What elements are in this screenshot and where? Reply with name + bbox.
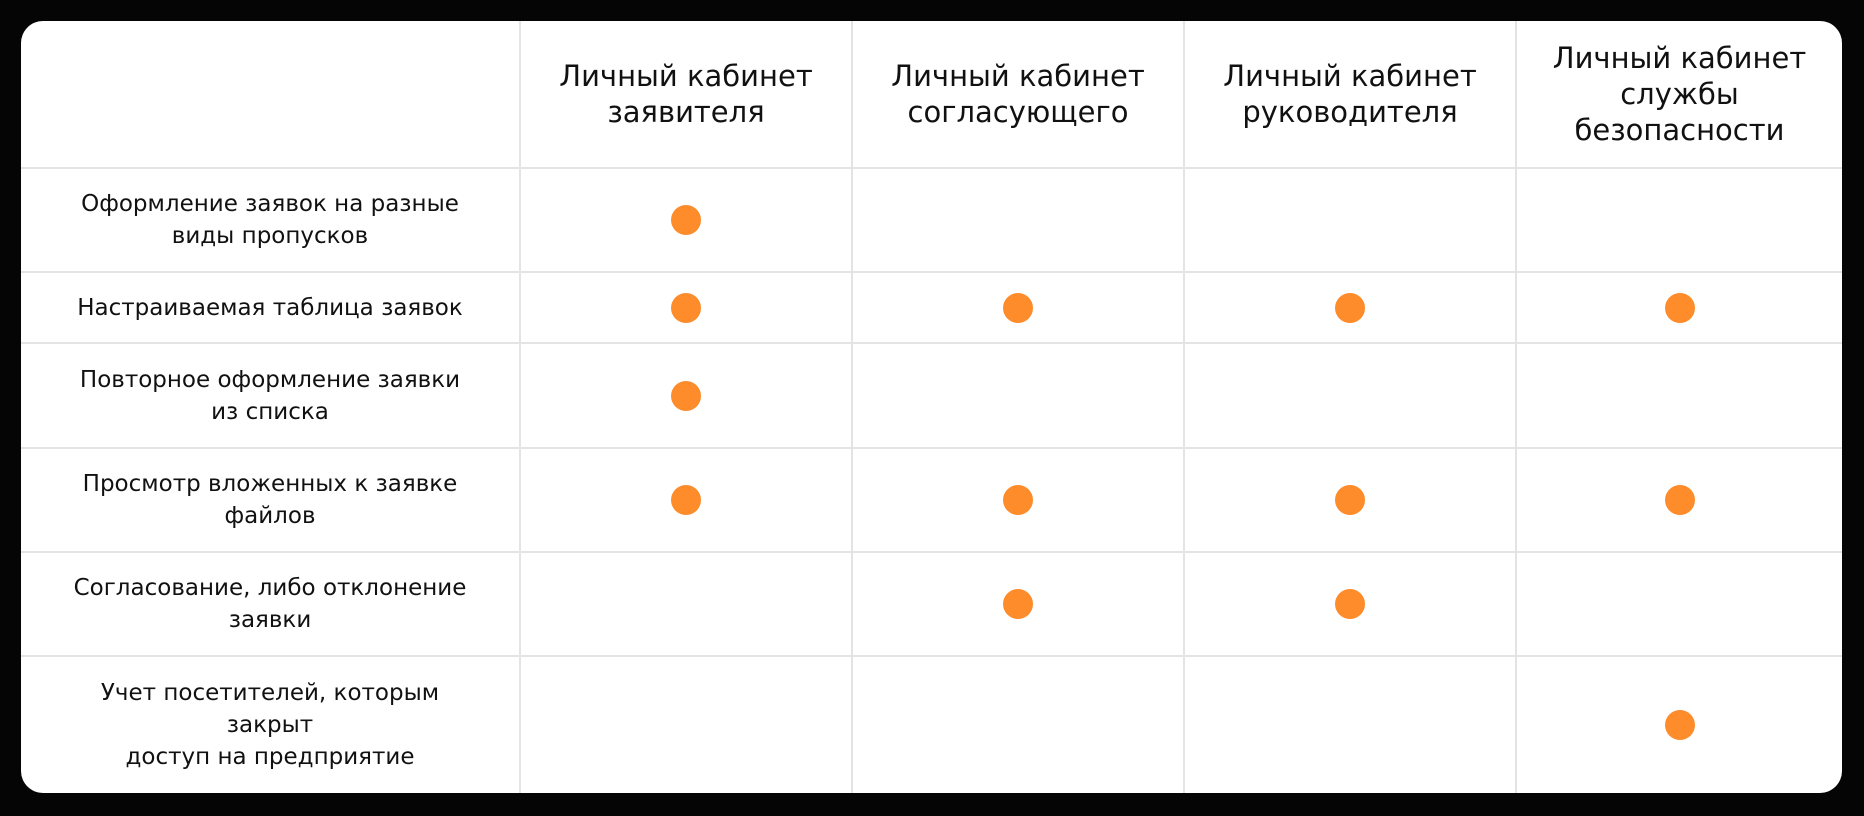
mark-cell: [1517, 553, 1842, 657]
filled-circle-icon: [1003, 292, 1033, 323]
row-feature-label: Повторное оформление заявки из списка: [21, 344, 521, 449]
filled-circle-icon: [1664, 292, 1695, 323]
mark-cell: [1185, 657, 1517, 793]
mark-cell: [1185, 169, 1517, 273]
filled-circle-icon: [671, 380, 701, 411]
mark-cell: [1517, 657, 1842, 793]
mark-cell: [853, 657, 1185, 793]
filled-circle-icon: [1335, 292, 1365, 323]
filled-circle-icon: [671, 292, 701, 323]
mark-cell: [521, 657, 853, 793]
mark-cell: [521, 344, 853, 449]
filled-circle-icon: [671, 205, 701, 235]
mark-cell: [521, 553, 853, 657]
filled-circle-icon: [671, 485, 701, 515]
mark-cell: [853, 344, 1185, 449]
column-header-approver: Личный кабинет согласующего: [853, 21, 1185, 169]
filled-circle-icon: [1003, 485, 1033, 515]
row-feature-label: Учет посетителей, которым закрыт доступ …: [21, 657, 521, 793]
feature-matrix-card: Личный кабинет заявителя Личный кабинет …: [21, 21, 1842, 793]
mark-cell: [1185, 449, 1517, 553]
filled-circle-icon: [1003, 589, 1033, 619]
mark-cell: [1185, 553, 1517, 657]
row-feature-label: Согласование, либо отклонение заявки: [21, 553, 521, 657]
row-feature-label: Просмотр вложенных к заявке файлов: [21, 449, 521, 553]
mark-cell: [1517, 169, 1842, 273]
filled-circle-icon: [1335, 485, 1365, 515]
filled-circle-icon: [1664, 485, 1695, 515]
mark-cell: [521, 273, 853, 344]
mark-cell: [521, 449, 853, 553]
mark-cell: [1517, 273, 1842, 344]
row-feature-label: Оформление заявок на разные виды пропуск…: [21, 169, 521, 273]
filled-circle-icon: [1335, 589, 1365, 619]
mark-cell: [853, 169, 1185, 273]
column-header-security: Личный кабинет службы безопасности: [1517, 21, 1842, 169]
column-header-applicant: Личный кабинет заявителя: [521, 21, 853, 169]
mark-cell: [1185, 273, 1517, 344]
corner-header-cell: [21, 21, 521, 169]
row-feature-label: Настраиваемая таблица заявок: [21, 273, 521, 344]
mark-cell: [853, 553, 1185, 657]
filled-circle-icon: [1664, 710, 1695, 740]
mark-cell: [1185, 344, 1517, 449]
mark-cell: [1517, 449, 1842, 553]
mark-cell: [521, 169, 853, 273]
feature-matrix-table: Личный кабинет заявителя Личный кабинет …: [21, 21, 1842, 793]
mark-cell: [853, 273, 1185, 344]
column-header-manager: Личный кабинет руководителя: [1185, 21, 1517, 169]
mark-cell: [853, 449, 1185, 553]
mark-cell: [1517, 344, 1842, 449]
